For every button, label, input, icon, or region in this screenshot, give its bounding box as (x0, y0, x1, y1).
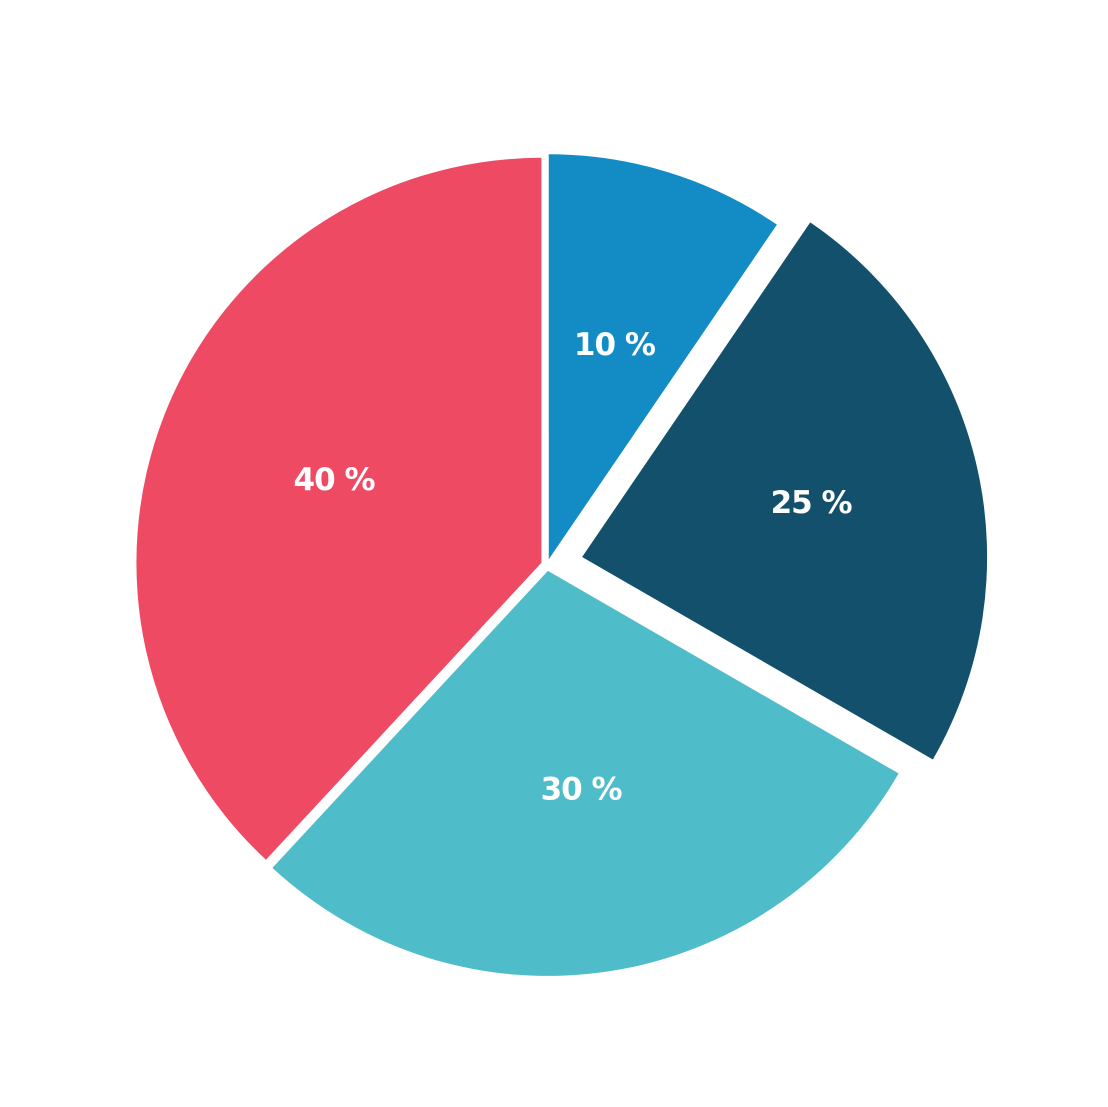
slices-layer (136, 154, 988, 976)
pie-slice-30 (272, 570, 899, 976)
slice-label: 30 % (541, 772, 623, 808)
pie-slice-10 (548, 154, 777, 560)
slice-label: 40 % (294, 462, 376, 498)
labels-layer: 10 % 25 % 30 % 40 % (294, 327, 854, 808)
pie-slice-40 (136, 157, 542, 860)
slice-label: 25 % (771, 485, 853, 521)
pie-slice-25 (582, 222, 988, 760)
slice-label: 10 % (574, 327, 656, 363)
